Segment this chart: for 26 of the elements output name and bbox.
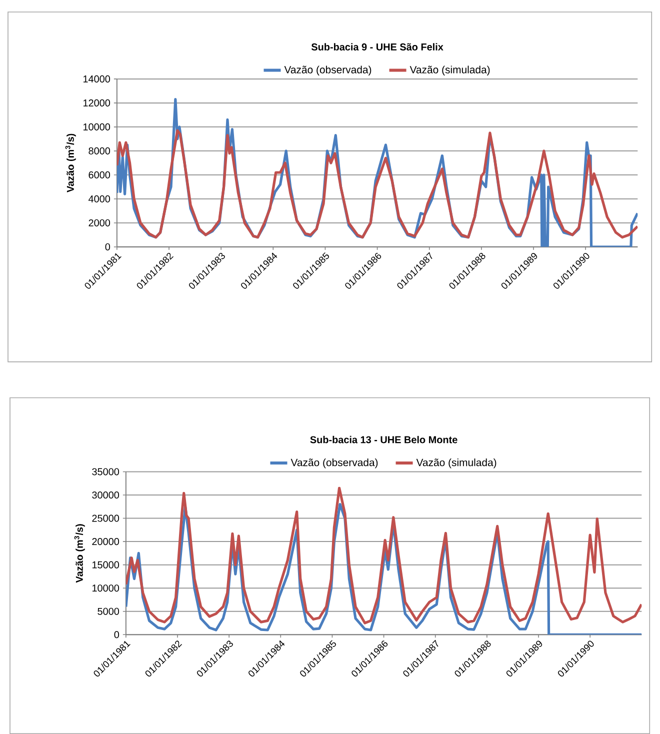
y-tick-label: 20000 xyxy=(92,538,120,546)
line-series xyxy=(126,486,642,624)
y-tick-label: 2000 xyxy=(88,219,110,226)
chart-title: Sub-bacia 9 - UHE São Felix xyxy=(312,43,444,50)
y-tick-label: 35000 xyxy=(92,468,120,476)
y-tick-label: 10000 xyxy=(92,584,120,592)
y-tick-label: 8000 xyxy=(88,147,110,154)
legend-label: Vazão (observada) xyxy=(290,458,378,468)
legend-label: Vazão (simulada) xyxy=(410,66,490,76)
y-tick-label: 4000 xyxy=(88,195,110,202)
y-tick-label: 15000 xyxy=(92,561,120,568)
y-tick-label: 10000 xyxy=(84,123,110,130)
y-tick-label: 0 xyxy=(114,631,120,638)
y-tick-label: 12000 xyxy=(84,99,110,106)
y-tick-label: 5000 xyxy=(98,608,120,615)
chart-title: Sub-bacia 13 - UHE Belo Monte xyxy=(310,436,458,444)
y-tick-label: 6000 xyxy=(88,171,110,178)
legend-label: Vazão (simulada) xyxy=(416,458,496,468)
y-tick-label: 0 xyxy=(105,243,110,250)
y-tick-label: 25000 xyxy=(92,514,120,522)
y-axis-title: Vazão (m$^{3}$/s) xyxy=(74,524,86,583)
line-series xyxy=(117,129,638,239)
y-tick-label: 30000 xyxy=(92,491,120,499)
legend-label: Vazão (observada) xyxy=(284,66,372,76)
y-axis-title: Vazão (m$^{3}$/s) xyxy=(66,134,76,192)
y-tick-label: 14000 xyxy=(84,75,110,82)
